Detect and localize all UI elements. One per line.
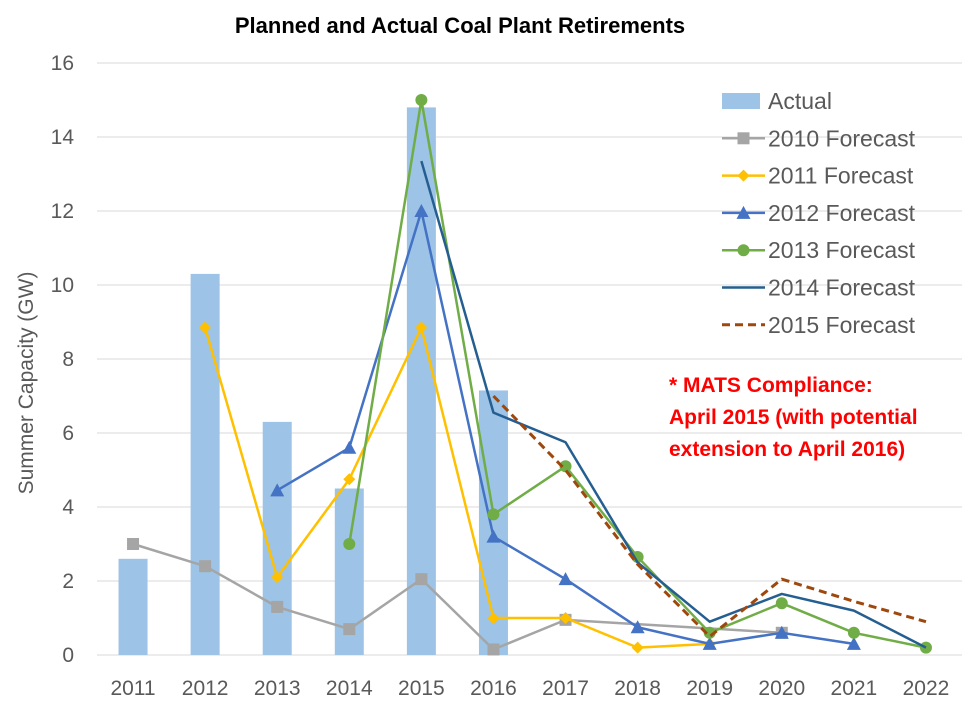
legend-marker-2010-forecast <box>737 132 750 145</box>
legend-label-2011-forecast: 2011 Forecast <box>768 163 914 189</box>
x-tick-label: 2020 <box>758 677 805 700</box>
y-tick-label: 2 <box>62 570 74 593</box>
legend-label-2015-forecast: 2015 Forecast <box>768 312 916 338</box>
point-2011-forecast-2018 <box>631 641 644 654</box>
chart-title: Planned and Actual Coal Plant Retirement… <box>235 13 685 38</box>
y-tick-label: 14 <box>51 126 75 149</box>
x-tick-label: 2017 <box>542 677 589 700</box>
point-2013-forecast-2020 <box>775 597 788 610</box>
bar-2011 <box>118 558 148 655</box>
line-2015-forecast <box>492 394 927 638</box>
y-axis-ticks: 0 2 4 6 8 10 12 14 16 <box>51 52 75 667</box>
point-2011-forecast-2015 <box>415 321 428 334</box>
point-2013-forecast-2015 <box>415 94 428 106</box>
legend: Actual 2010 Forecast 2011 Forecast 2012 For… <box>722 88 916 338</box>
y-tick-label: 12 <box>51 200 74 223</box>
point-2010-forecast-2013 <box>271 600 284 613</box>
x-tick-label: 2014 <box>326 677 373 700</box>
y-tick-label: 0 <box>62 644 74 667</box>
legend-marker-2011-forecast <box>737 169 750 182</box>
point-2011-forecast-2014 <box>343 473 356 486</box>
y-tick-label: 4 <box>62 496 74 519</box>
point-2012-forecast-2019 <box>702 636 717 650</box>
point-2011-forecast-2012 <box>199 321 212 334</box>
point-2013-forecast-2016 <box>487 508 500 521</box>
gridlines <box>97 62 962 656</box>
bar-2015 <box>406 107 436 655</box>
y-tick-label: 16 <box>51 52 74 75</box>
actual-bars <box>118 107 508 655</box>
point-2011-forecast-2013 <box>271 571 284 584</box>
x-tick-label: 2019 <box>686 677 733 700</box>
bar-2013 <box>262 421 292 655</box>
legend-label-actual: Actual <box>768 88 832 114</box>
line-2010-forecast <box>132 542 782 651</box>
y-tick-label: 10 <box>51 274 74 297</box>
x-tick-label: 2016 <box>470 677 517 700</box>
point-2012-forecast-2015 <box>414 204 429 217</box>
point-2010-forecast-2012 <box>199 560 212 573</box>
legend-marker-2013-forecast <box>737 244 750 257</box>
y-tick-label: 8 <box>62 348 74 371</box>
legend-label-2010-forecast: 2010 Forecast <box>768 125 916 151</box>
line-2014-forecast <box>420 160 927 649</box>
x-tick-label: 2021 <box>831 677 878 700</box>
annotation-line: April 2015 (with potential <box>669 406 918 429</box>
point-2012-forecast-2014 <box>342 440 357 454</box>
point-2012-forecast-2017 <box>558 572 573 586</box>
point-2013-forecast-2018 <box>631 550 644 563</box>
forecast-lines <box>127 94 932 656</box>
y-tick-label: 6 <box>62 422 74 445</box>
line-2011-forecast <box>203 326 710 649</box>
legend-label-2012-forecast: 2012 Forecast <box>768 200 916 226</box>
mats-annotation: * MATS Compliance: April 2015 (with poten… <box>669 374 918 461</box>
point-2013-forecast-2021 <box>847 626 860 639</box>
point-2010-forecast-2016 <box>487 643 500 656</box>
point-2011-forecast-2017 <box>559 612 572 624</box>
point-2010-forecast-2015 <box>415 573 428 586</box>
point-2012-forecast-2020 <box>774 625 789 639</box>
point-2011-forecast-2016 <box>487 612 500 624</box>
x-tick-label: 2012 <box>182 677 229 700</box>
x-tick-label: 2013 <box>254 677 301 700</box>
point-2010-forecast-2011 <box>127 538 140 550</box>
x-axis-ticks: 2011 2012 2013 2014 2015 2016 2017 2018 2019 2020… <box>110 677 949 700</box>
legend-label-2014-forecast: 2014 Forecast <box>768 275 916 301</box>
point-2012-forecast-2021 <box>846 636 861 650</box>
x-tick-label: 2015 <box>398 677 445 700</box>
annotation-line: extension to April 2016) <box>669 438 905 461</box>
legend-label-2013-forecast: 2013 Forecast <box>768 237 916 263</box>
y-axis-label: Summer Capacity (GW) <box>15 272 38 495</box>
point-2010-forecast-2014 <box>343 623 356 636</box>
x-tick-label: 2011 <box>110 677 155 700</box>
annotation-line: * MATS Compliance: <box>669 374 873 397</box>
bar-2012 <box>190 273 220 655</box>
bar-2016 <box>478 390 508 655</box>
x-tick-label: 2018 <box>614 677 661 700</box>
point-2013-forecast-2017 <box>559 460 572 473</box>
point-2013-forecast-2014 <box>343 538 356 550</box>
legend-swatch-actual <box>722 93 760 109</box>
point-2012-forecast-2016 <box>486 529 501 543</box>
x-tick-label: 2022 <box>903 677 950 700</box>
point-2012-forecast-2018 <box>630 620 645 634</box>
point-2012-forecast-2013 <box>270 483 285 497</box>
legend-marker-2012-forecast <box>736 205 751 219</box>
